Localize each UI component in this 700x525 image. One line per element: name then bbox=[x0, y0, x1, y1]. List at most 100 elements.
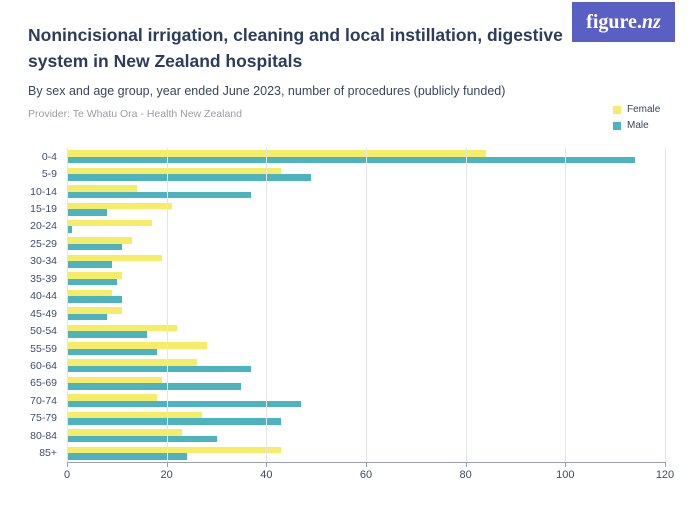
bar-group-40-44 bbox=[67, 288, 665, 305]
y-label-75-79: 75-79 bbox=[30, 412, 57, 425]
bar-male-0-4[interactable] bbox=[67, 156, 636, 164]
bar-male-10-14[interactable] bbox=[67, 191, 252, 199]
bar-group-75-79 bbox=[67, 410, 665, 427]
gridline-40 bbox=[266, 148, 268, 462]
y-label-10-14: 10-14 bbox=[30, 185, 57, 198]
bar-group-55-59 bbox=[67, 340, 665, 357]
y-label-85+: 85+ bbox=[39, 447, 57, 460]
bar-male-20-24[interactable] bbox=[67, 226, 72, 233]
bar-group-35-39 bbox=[67, 270, 665, 287]
bar-female-40-44[interactable] bbox=[67, 289, 112, 297]
gridline-80 bbox=[465, 148, 467, 462]
bar-rows bbox=[67, 148, 665, 462]
bar-male-70-74[interactable] bbox=[67, 400, 302, 408]
y-label-70-74: 70-74 bbox=[30, 394, 57, 407]
bar-group-65-69 bbox=[67, 375, 665, 392]
y-axis-labels: 0-4 5-9 10-14 15-19 20-24 25-29 30-34 35-39 40-4… bbox=[0, 148, 67, 462]
figure-nz-logo[interactable]: figure.nz bbox=[572, 2, 675, 42]
x-tick-label-120: 120 bbox=[655, 469, 675, 481]
bar-male-5-9[interactable] bbox=[67, 174, 312, 181]
bar-male-65-69[interactable] bbox=[67, 383, 242, 390]
x-tick-label-100: 100 bbox=[556, 469, 575, 481]
y-label-35-39: 35-39 bbox=[30, 272, 57, 285]
y-label-50-54: 50-54 bbox=[30, 325, 57, 338]
y-label-25-29: 25-29 bbox=[30, 237, 57, 250]
bar-male-40-44[interactable] bbox=[67, 296, 122, 303]
bar-female-45-49[interactable] bbox=[67, 307, 122, 314]
bar-female-35-39[interactable] bbox=[67, 272, 122, 279]
y-label-60-64: 60-64 bbox=[30, 359, 57, 372]
bar-female-70-74[interactable] bbox=[67, 394, 157, 401]
bar-group-45-49 bbox=[67, 305, 665, 322]
y-label-0-4: 0-4 bbox=[41, 150, 57, 163]
legend-item-female: Female bbox=[613, 104, 660, 115]
bar-female-60-64[interactable] bbox=[67, 359, 197, 366]
y-label-30-34: 30-34 bbox=[30, 255, 57, 268]
bar-male-80-84[interactable] bbox=[67, 435, 217, 443]
bar-male-45-49[interactable] bbox=[67, 313, 107, 321]
bar-female-30-34[interactable] bbox=[67, 254, 162, 262]
bar-group-25-29 bbox=[67, 235, 665, 252]
bar-female-0-4[interactable] bbox=[67, 150, 486, 157]
chart-subtitle: By sex and age group, year ended June 20… bbox=[28, 84, 506, 98]
bar-female-15-19[interactable] bbox=[67, 202, 172, 210]
bar-group-70-74 bbox=[67, 392, 665, 409]
bar-female-65-69[interactable] bbox=[67, 376, 162, 384]
y-label-45-49: 45-49 bbox=[30, 307, 57, 320]
bar-group-80-84 bbox=[67, 427, 665, 444]
bar-male-50-54[interactable] bbox=[67, 331, 147, 338]
gridline-100 bbox=[565, 148, 567, 462]
y-label-55-59: 55-59 bbox=[30, 342, 57, 355]
x-tick-120 bbox=[665, 462, 666, 467]
gridline-20 bbox=[166, 148, 168, 462]
x-tick-100 bbox=[565, 462, 567, 467]
bar-group-15-19 bbox=[67, 200, 665, 217]
x-tick-label-20: 20 bbox=[160, 469, 173, 481]
x-tick-80 bbox=[465, 462, 467, 467]
bar-female-10-14[interactable] bbox=[67, 185, 137, 192]
bar-male-25-29[interactable] bbox=[67, 243, 122, 251]
bar-female-55-59[interactable] bbox=[67, 342, 207, 349]
bar-group-10-14 bbox=[67, 183, 665, 200]
bar-male-60-64[interactable] bbox=[67, 365, 252, 373]
bar-group-5-9 bbox=[67, 165, 665, 182]
bar-female-25-29[interactable] bbox=[67, 237, 132, 244]
bar-female-20-24[interactable] bbox=[67, 219, 152, 227]
y-label-80-84: 80-84 bbox=[30, 429, 57, 442]
x-tick-0 bbox=[67, 462, 68, 467]
male-color-swatch bbox=[613, 121, 621, 130]
x-tick-label-40: 40 bbox=[260, 469, 273, 481]
x-tick-20 bbox=[166, 462, 168, 467]
y-label-40-44: 40-44 bbox=[30, 290, 57, 303]
x-tick-label-0: 0 bbox=[63, 469, 71, 481]
bar-female-80-84[interactable] bbox=[67, 429, 182, 436]
bar-female-5-9[interactable] bbox=[67, 167, 282, 175]
gridline-60 bbox=[366, 148, 367, 462]
chart-legend: Female Male bbox=[613, 104, 660, 131]
bar-female-85+[interactable] bbox=[67, 446, 282, 454]
y-label-5-9: 5-9 bbox=[41, 168, 57, 181]
legend-label-female: Female bbox=[627, 104, 661, 115]
x-tick-60 bbox=[366, 462, 367, 467]
bar-female-75-79[interactable] bbox=[67, 411, 202, 419]
x-tick-40 bbox=[266, 462, 268, 467]
bar-group-20-24 bbox=[67, 218, 665, 235]
x-tick-label-60: 60 bbox=[359, 469, 373, 481]
bar-male-15-19[interactable] bbox=[67, 209, 107, 216]
page-title: Nonincisional irrigation, cleaning and l… bbox=[28, 25, 563, 72]
bar-group-0-4 bbox=[67, 148, 665, 165]
x-tick-label-80: 80 bbox=[459, 469, 472, 481]
bar-male-75-79[interactable] bbox=[67, 418, 282, 425]
bar-group-30-34 bbox=[67, 253, 665, 270]
bar-male-55-59[interactable] bbox=[67, 348, 157, 356]
bar-male-35-39[interactable] bbox=[67, 278, 117, 286]
bar-male-30-34[interactable] bbox=[67, 261, 112, 268]
bar-female-50-54[interactable] bbox=[67, 324, 177, 332]
bar-group-50-54 bbox=[67, 322, 665, 339]
logo-text: figure.nz bbox=[586, 10, 661, 33]
legend-item-male: Male bbox=[613, 120, 660, 131]
bar-male-85+[interactable] bbox=[67, 453, 187, 460]
female-color-swatch bbox=[613, 105, 621, 114]
y-label-20-24: 20-24 bbox=[30, 220, 57, 233]
bar-group-60-64 bbox=[67, 357, 665, 374]
